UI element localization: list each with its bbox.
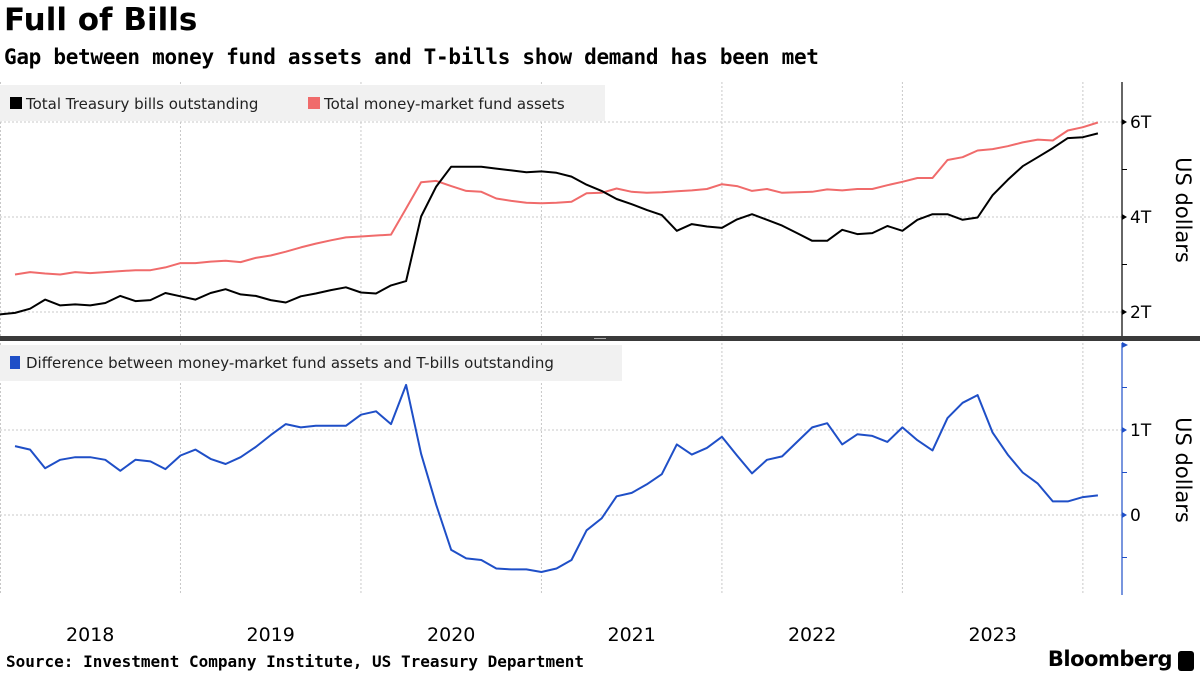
series-lines bbox=[0, 121, 1099, 573]
legend-swatch-tbills bbox=[10, 97, 22, 109]
bottom-y-axis-label: US dollars bbox=[1171, 417, 1195, 523]
x-tick-label: 2023 bbox=[968, 624, 1016, 646]
x-tick-label: 2022 bbox=[788, 624, 836, 646]
bloomberg-logo: Bloomberg bbox=[1047, 647, 1173, 671]
x-tick-label: 2021 bbox=[608, 624, 656, 646]
bottom-legend-box bbox=[0, 345, 622, 381]
legend-label-tbills: Total Treasury bills outstanding bbox=[25, 95, 258, 113]
chart-title: Full of Bills bbox=[4, 2, 198, 38]
top-y-tick-label: 4T bbox=[1130, 208, 1152, 228]
line-money-market-fund-assets bbox=[14, 121, 1099, 276]
y-tick-mark bbox=[1122, 512, 1127, 518]
x-tick-label: 2020 bbox=[427, 624, 475, 646]
legend-swatch-difference bbox=[10, 356, 20, 369]
x-tick-label: 2019 bbox=[247, 624, 295, 646]
line-treasury-bills-outstanding bbox=[0, 132, 1099, 316]
chart-subtitle: Gap between money fund assets and T-bill… bbox=[4, 45, 819, 69]
source-note: Source: Investment Company Institute, US… bbox=[6, 652, 584, 671]
top-y-tick-label: 6T bbox=[1130, 113, 1152, 133]
gridlines bbox=[0, 82, 1122, 595]
x-tick-label: 2018 bbox=[66, 624, 114, 646]
bottom-y-tick-label: 1T bbox=[1130, 421, 1152, 441]
top-y-tick-label: 2T bbox=[1130, 303, 1152, 323]
legend-label-mmf: Total money-market fund assets bbox=[323, 95, 565, 113]
y-tick-mark bbox=[1122, 427, 1127, 433]
bloomberg-terminal-icon bbox=[1178, 651, 1194, 671]
line-difference bbox=[14, 383, 1099, 573]
x-axis-labels: 2018 2019 2020 2021 2022 2023 bbox=[66, 624, 1017, 646]
top-legend-box bbox=[0, 85, 605, 121]
y-tick-mark bbox=[1122, 309, 1127, 315]
top-y-axis-label: US dollars bbox=[1171, 157, 1195, 263]
legend-swatch-mmf bbox=[308, 97, 320, 109]
y-tick-mark bbox=[1122, 119, 1127, 125]
axis-ticks: 2T 4T 6T 0 1T bbox=[1122, 113, 1152, 558]
bottom-y-tick-label: 0 bbox=[1130, 506, 1141, 526]
legend-label-difference: Difference between money-market fund ass… bbox=[26, 354, 554, 372]
y-tick-mark bbox=[1122, 214, 1127, 220]
axis-arrow-icon bbox=[1122, 342, 1128, 348]
